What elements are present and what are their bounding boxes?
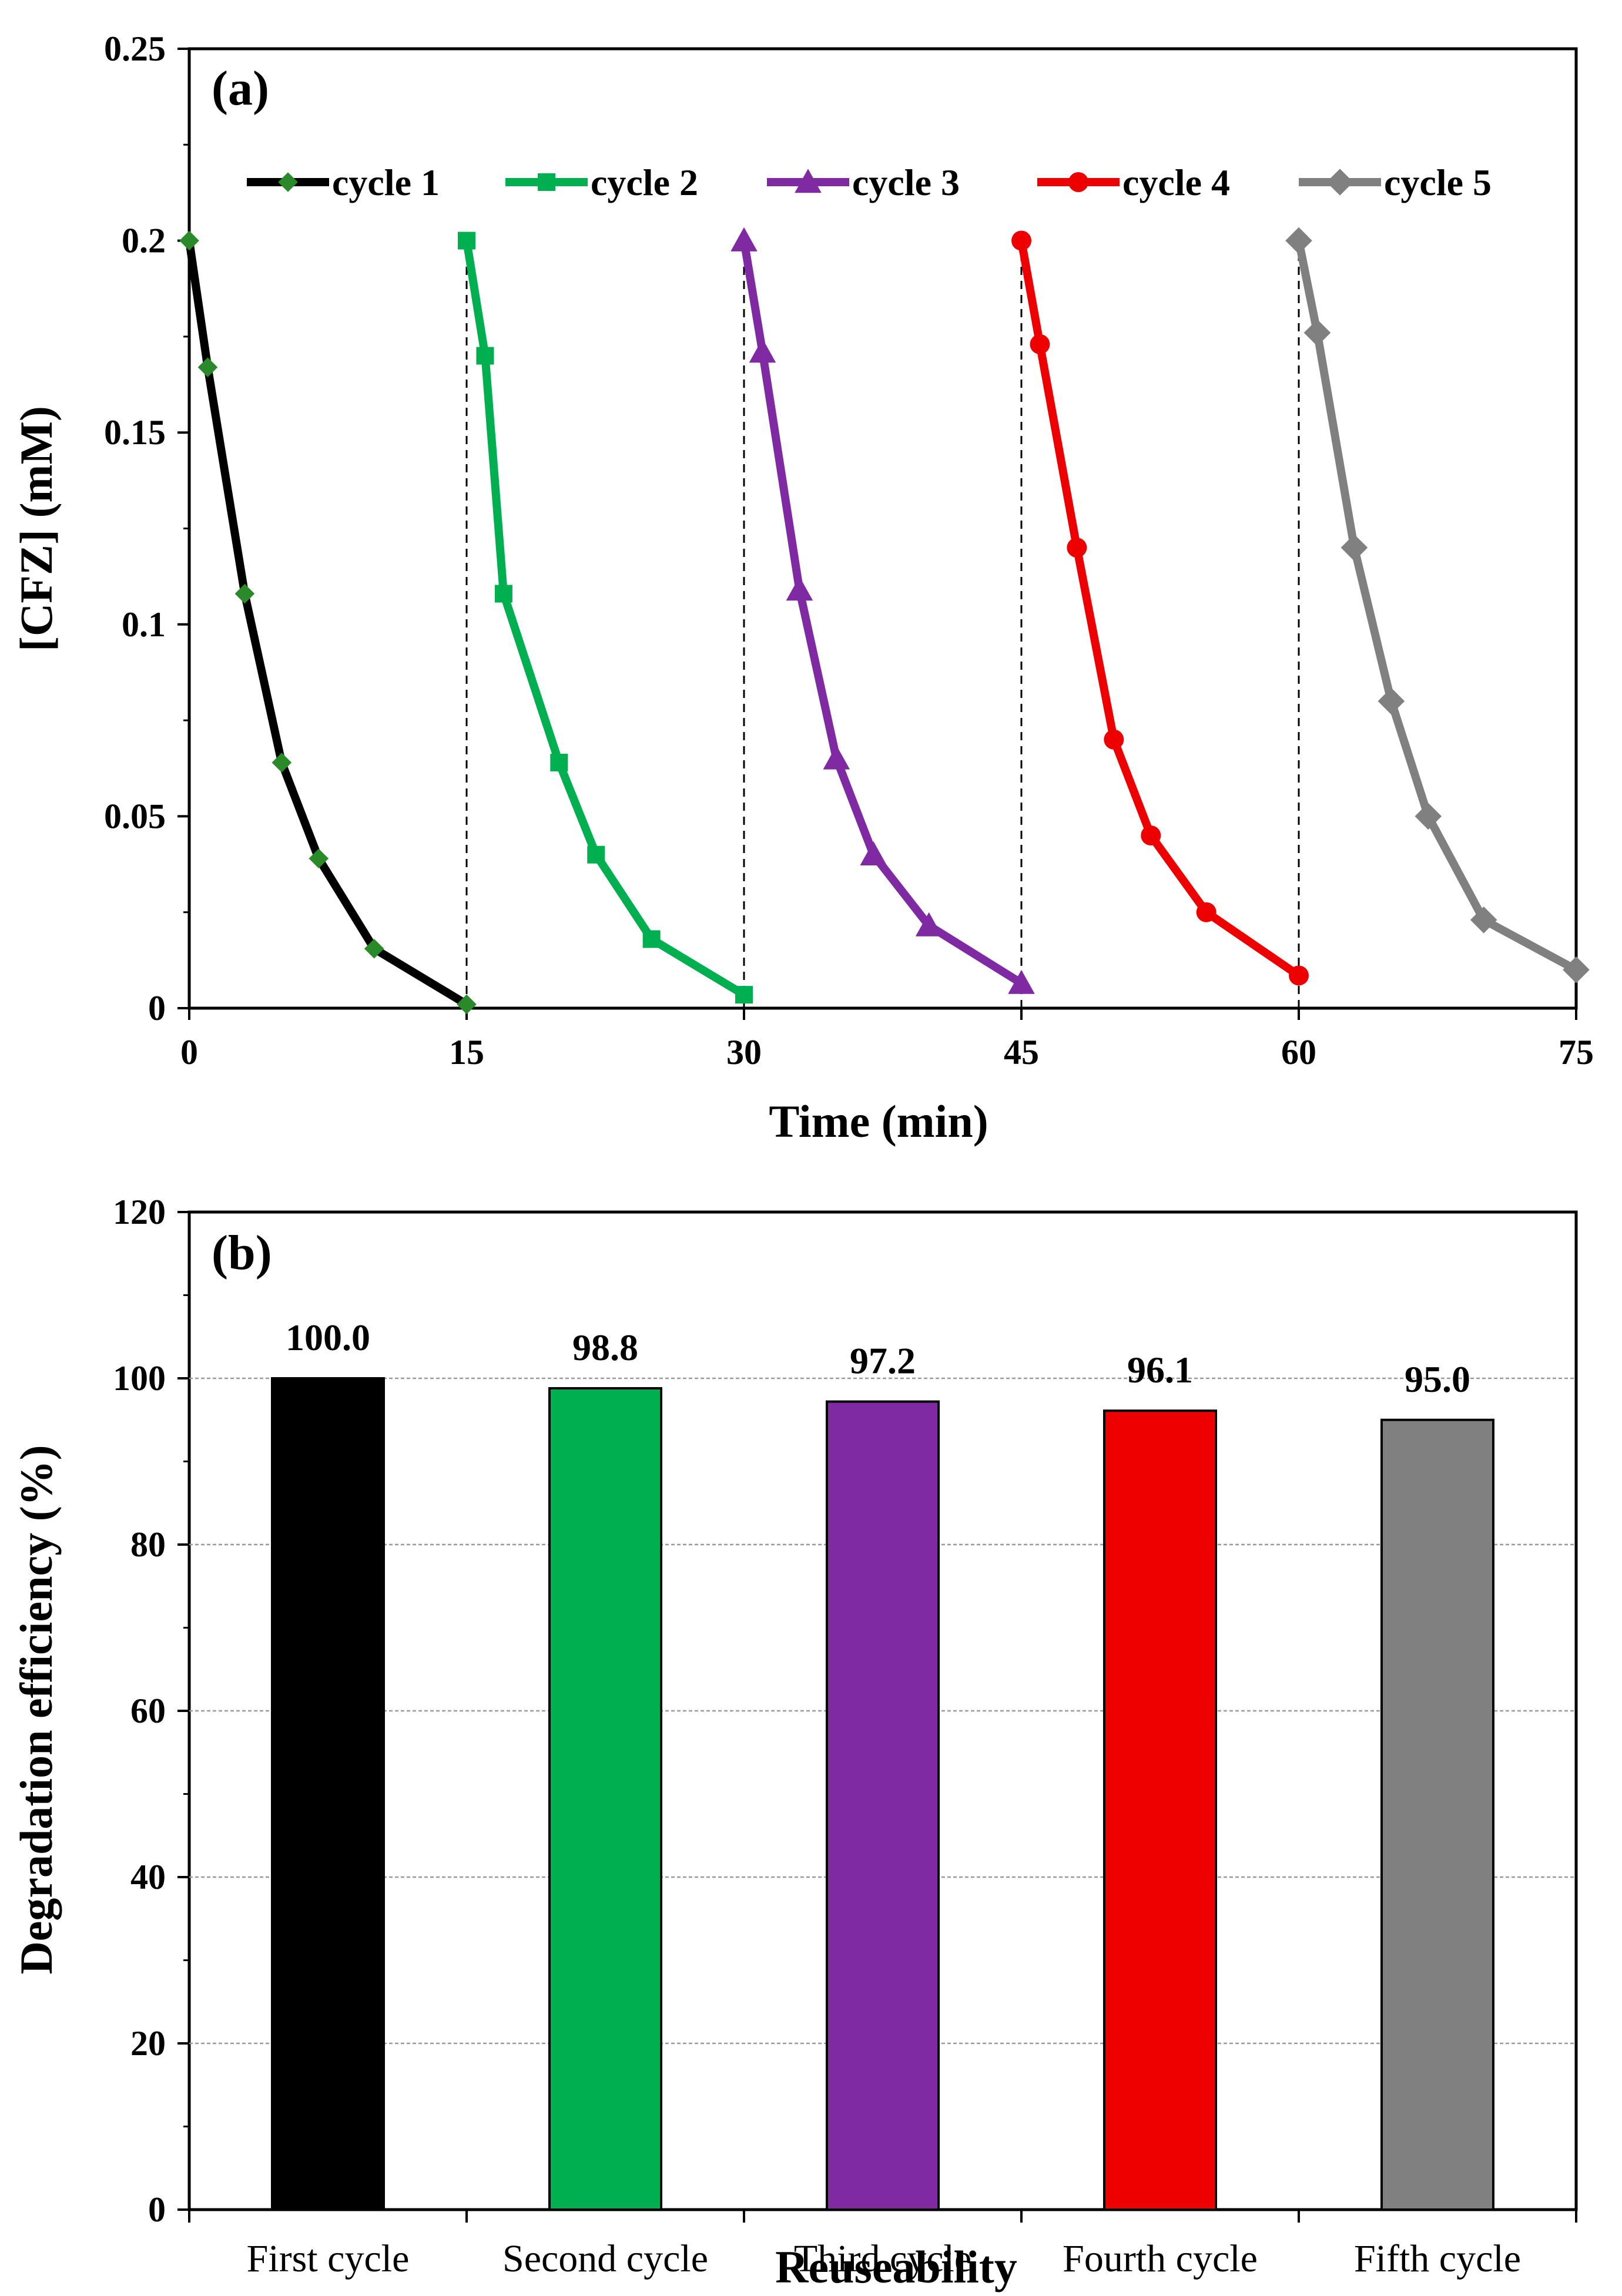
panel-b-y-tick-label: 120: [113, 1193, 166, 1231]
category-label: First cycle: [247, 2237, 410, 2280]
cycle-5-point: [1285, 227, 1312, 254]
panel-b-y-tick-label: 60: [130, 1691, 166, 1730]
cycle-2-point: [494, 585, 512, 603]
legend-marker: [538, 173, 555, 191]
legend-label: cycle 4: [1122, 162, 1230, 203]
panel-a-y-tick-label: 0: [148, 989, 166, 1028]
cycle-3-point: [860, 841, 887, 865]
panel-a-x-tick-label: 15: [449, 1033, 484, 1072]
panel-a-x-tick-label: 30: [726, 1033, 762, 1072]
bar-value-label: 97.2: [850, 1340, 916, 1382]
bar: [271, 1377, 385, 2211]
panel-a-y-tick-label: 0.1: [122, 605, 166, 644]
cycle-2-point: [587, 845, 605, 864]
cycle-3-point: [1008, 969, 1035, 994]
legend-label: cycle 1: [332, 162, 440, 203]
cycle-4-point: [1289, 965, 1309, 986]
cycle-2-point: [476, 347, 494, 365]
panel-a-x-tick-label: 45: [1004, 1033, 1039, 1072]
panel-b-y-tick-label: 80: [130, 1525, 166, 1564]
category-label: Fourth cycle: [1063, 2237, 1258, 2280]
legend-marker: [795, 169, 822, 193]
cycle-4-point: [1196, 902, 1216, 922]
legend-label: cycle 2: [591, 162, 698, 203]
legend-marker: [1326, 169, 1353, 196]
panel-b-y-tick-label: 0: [148, 2190, 166, 2229]
bar-value-label: 98.8: [572, 1327, 638, 1368]
cycle-2-point: [550, 753, 568, 771]
cycle-2-point: [642, 930, 661, 948]
legend-marker: [1068, 172, 1088, 192]
bar-value-label: 100.0: [286, 1317, 370, 1358]
bar: [548, 1387, 662, 2211]
cycle-4-point: [1030, 334, 1050, 354]
panel-b-x-axis-title: Reuseability: [775, 2241, 1017, 2292]
panel-a-y-axis-title: [CFZ] (mM): [11, 406, 62, 652]
cycle-3-point: [749, 338, 776, 363]
panel-a-y-tick-label: 0.05: [104, 797, 166, 835]
cycle-5-point: [1470, 906, 1497, 934]
panel-a-y-tick-label: 0.15: [104, 413, 166, 452]
bar: [826, 1400, 940, 2211]
legend-label: cycle 3: [852, 162, 960, 203]
panel-b-y-axis-title: Degradation efficiency (%): [11, 1445, 62, 1974]
panel-a-legend: cycle 1 cycle 2 cycle 3 cycle 4 cycle 5: [247, 162, 1492, 203]
cycle-1-point: [179, 230, 199, 251]
legend-marker: [278, 172, 298, 192]
panel-b-label: (b): [212, 1226, 272, 1280]
cycle-3-point: [786, 576, 813, 601]
bar-value-label: 95.0: [1405, 1358, 1470, 1400]
category-label: Third cycle: [794, 2237, 971, 2280]
cycle-1-point: [272, 753, 292, 773]
panel-b-y-tick-label: 20: [130, 2024, 166, 2063]
cycle-2-point: [458, 231, 475, 250]
category-label: Fifth cycle: [1354, 2237, 1521, 2280]
cycle-3-point: [915, 912, 943, 936]
cycle-5-point: [1303, 319, 1331, 347]
panel-a-plot-area: [187, 47, 1578, 1010]
panel-a-x-tick-label: 75: [1559, 1033, 1594, 1072]
cycle-1-point: [457, 994, 477, 1015]
panel-a-x-tick-label: 0: [180, 1033, 198, 1072]
cycle-4-point: [1104, 729, 1124, 750]
cycle-2-point: [735, 986, 753, 1004]
cycle-1-point: [234, 583, 255, 604]
bar-value-label: 96.1: [1127, 1349, 1193, 1391]
category-label: Second cycle: [502, 2237, 708, 2280]
cycle-5-point: [1415, 803, 1442, 830]
panel-b: 0 20 40 60 80 100 120 100.0 98.8 97.2 96.1 95.0 Fi…: [11, 1193, 1578, 2292]
cycle-4-point: [1067, 538, 1087, 558]
panel-a-y-tick-label: 0.25: [104, 29, 166, 68]
cycle-5-point: [1341, 534, 1368, 561]
cycle-5-point: [1378, 687, 1405, 715]
cycle-3-point: [823, 745, 850, 770]
cycle-1-point: [197, 357, 218, 377]
panel-a-x-tick-label: 60: [1281, 1033, 1316, 1072]
cycle-1-point: [309, 848, 329, 869]
cycle-1-point: [364, 938, 384, 959]
panel-a-y-tick-label: 0.2: [122, 221, 166, 260]
cycle-5-point: [1563, 956, 1590, 983]
cycle-4-point: [1011, 230, 1031, 251]
panel-a-x-axis-title: Time (min): [769, 1096, 988, 1147]
panel-a-label: (a): [212, 61, 269, 116]
bar: [1380, 1418, 1494, 2211]
legend-label: cycle 5: [1384, 162, 1492, 203]
panel-b-y-tick-label: 100: [113, 1359, 166, 1398]
bar: [1103, 1409, 1217, 2211]
cycle-3-point: [730, 227, 758, 251]
panel-b-y-tick-label: 40: [130, 1858, 166, 1896]
cycle-4-point: [1141, 825, 1161, 846]
